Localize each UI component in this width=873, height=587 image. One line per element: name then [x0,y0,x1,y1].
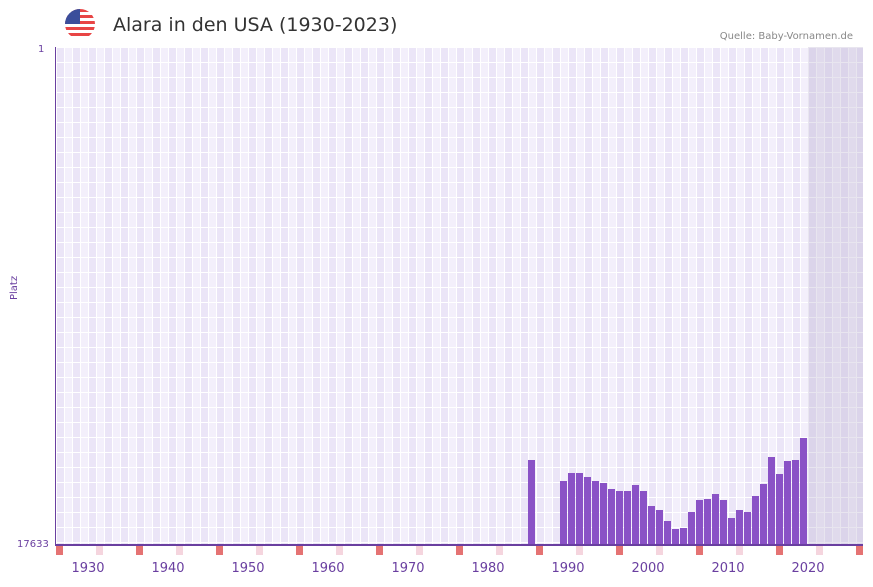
year-marker [96,546,103,555]
bar-2021[interactable] [800,438,807,545]
year-marker [56,546,63,555]
x-tick-label: 1990 [551,561,584,576]
year-marker [336,546,343,555]
year-marker [536,546,543,555]
bar-2012[interactable] [728,518,735,545]
us-flag-icon [65,9,95,39]
year-marker [736,546,743,555]
year-marker [296,546,303,555]
year-marker [416,546,423,555]
bar-2014[interactable] [744,512,751,545]
year-marker [136,546,143,555]
bar-2020[interactable] [792,460,799,545]
year-marker [256,546,263,555]
bar-2019[interactable] [784,461,791,545]
y-tick-bottom: 17633 [17,539,49,550]
year-marker [496,546,503,555]
x-tick-label: 1980 [471,561,504,576]
x-tick-label: 1970 [391,561,424,576]
year-marker [576,546,583,555]
year-marker [776,546,783,555]
bar-2010[interactable] [712,494,719,545]
year-marker [816,546,823,555]
x-tick-label: 1930 [71,561,104,576]
bar-2000[interactable] [632,485,639,545]
grid [56,47,863,545]
year-marker [696,546,703,555]
bar-1998[interactable] [616,491,623,545]
source-credit: Quelle: Baby-Vornamen.de [720,31,853,42]
bar-2001[interactable] [640,491,647,545]
y-axis-title: Platz [9,276,20,300]
bar-2006[interactable] [680,528,687,545]
decade-markers [56,546,863,555]
x-tick-label: 1960 [311,561,344,576]
bar-1991[interactable] [560,481,567,545]
bar-2008[interactable] [696,500,703,545]
bar-1996[interactable] [600,483,607,545]
year-marker [176,546,183,555]
y-axis [55,47,56,545]
x-tick-label: 1950 [231,561,264,576]
year-marker [456,546,463,555]
year-marker [216,546,223,555]
x-tick-label: 1940 [151,561,184,576]
bar-2011[interactable] [720,500,727,545]
bar-1995[interactable] [592,481,599,545]
bar-2013[interactable] [736,510,743,545]
year-marker [856,546,863,555]
chart-title: Alara in den USA (1930-2023) [113,14,397,36]
bar-2016[interactable] [760,484,767,545]
future-region [808,47,863,545]
bar-2018[interactable] [776,474,783,545]
bar-1992[interactable] [568,473,575,545]
x-tick-label: 2000 [631,561,664,576]
bar-2017[interactable] [768,457,775,545]
bar-2005[interactable] [672,529,679,545]
bar-2015[interactable] [752,496,759,545]
bar-1994[interactable] [584,477,591,545]
bar-1987[interactable] [528,460,535,545]
bar-1993[interactable] [576,473,583,545]
plot-area [56,47,863,545]
bar-2007[interactable] [688,512,695,545]
bar-1999[interactable] [624,491,631,545]
year-marker [376,546,383,555]
bar-2002[interactable] [648,506,655,545]
bar-2009[interactable] [704,499,711,545]
bar-2003[interactable] [656,510,663,545]
year-marker [656,546,663,555]
y-tick-top: 1 [38,44,44,55]
bar-2004[interactable] [664,521,671,545]
x-tick-label: 2010 [711,561,744,576]
x-tick-label: 2020 [791,561,824,576]
year-marker [616,546,623,555]
bar-1997[interactable] [608,489,615,545]
